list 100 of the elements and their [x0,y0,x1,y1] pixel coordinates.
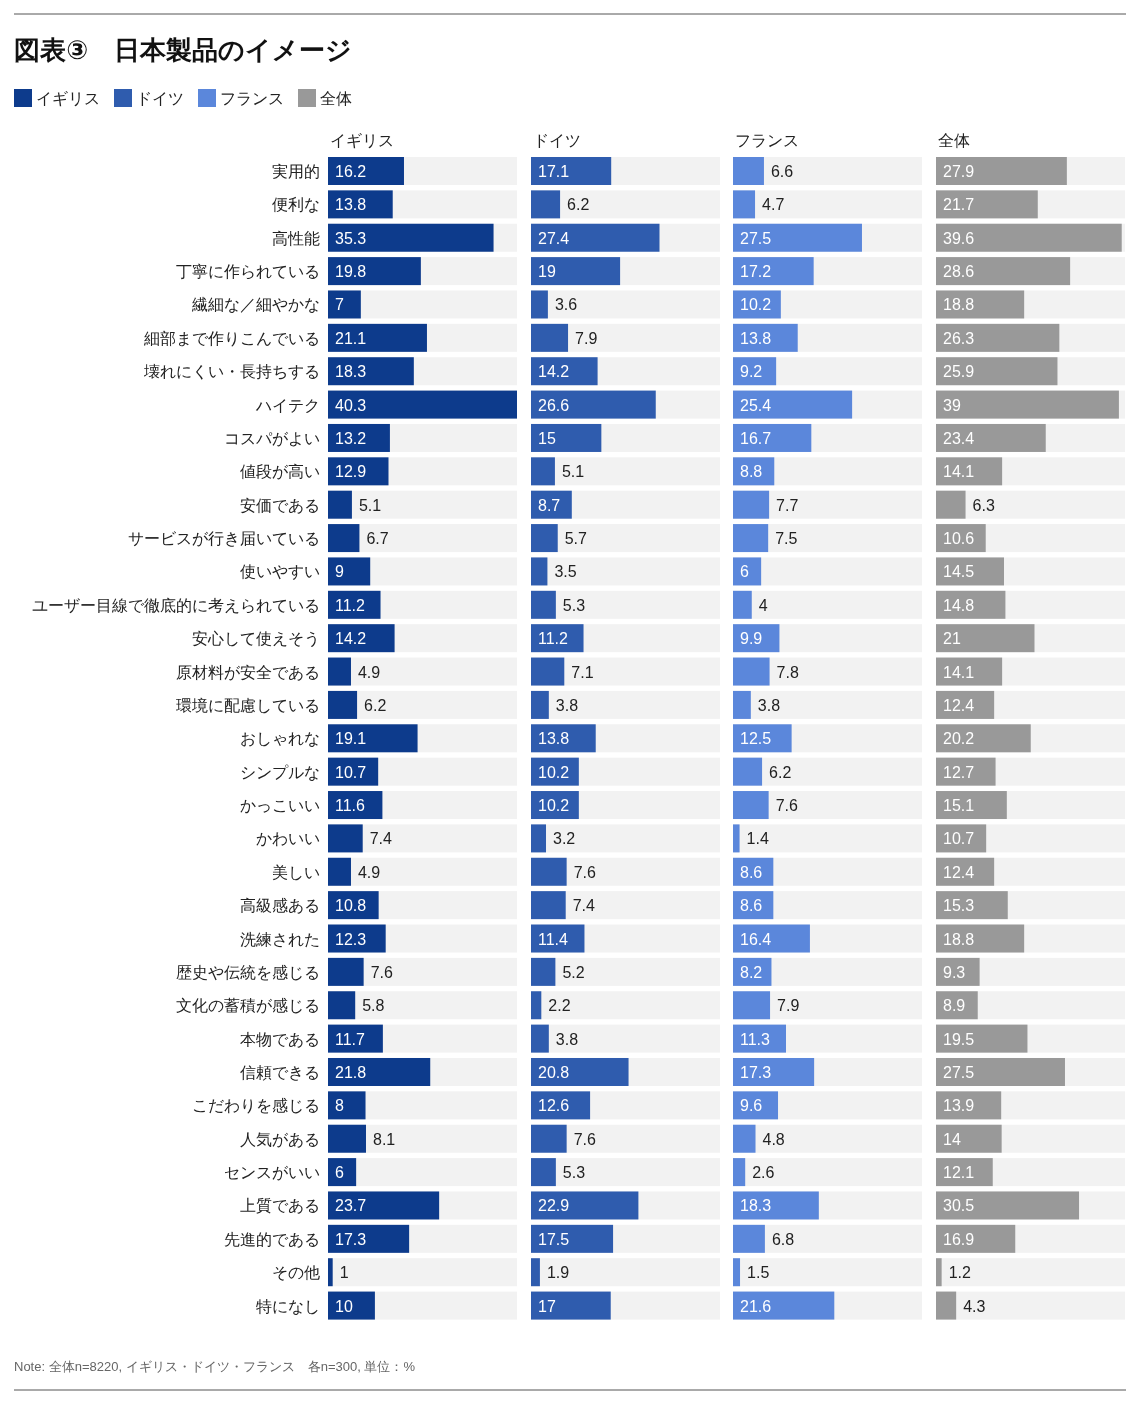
bar [328,690,358,719]
data-label: 13.2 [335,429,367,447]
data-label: 12.7 [943,763,975,781]
data-label: 6.7 [366,530,389,548]
data-label: 6 [335,1164,344,1182]
y-tick-label: おしゃれな [240,730,320,748]
data-label: 26.6 [538,396,570,414]
bar [531,1158,556,1187]
bar [531,1024,549,1053]
data-label: 21.6 [740,1297,772,1315]
legend-label: フランス [220,90,284,107]
y-tick-label: 人気がある [240,1130,320,1148]
data-label: 3.5 [554,563,577,581]
bar [936,1258,942,1287]
bar [733,1124,756,1153]
data-label: 3.8 [555,1030,579,1048]
data-label: 14.5 [943,563,975,581]
data-label: 13.8 [740,329,772,347]
y-tick-label: 実用的 [272,163,320,180]
data-label: 6.2 [364,696,387,714]
data-label: 4 [758,596,768,614]
data-label: 10.8 [335,897,367,915]
data-label: 9.3 [943,963,966,981]
y-tick-label: コスパがよい [224,429,320,447]
legend-label: イギリス [36,90,100,107]
bar [531,657,565,686]
data-label: 14.2 [538,363,570,381]
data-label: 10.2 [740,296,772,314]
bar [733,157,764,185]
data-label: 17.5 [538,1230,570,1248]
data-label: 8.6 [740,863,763,881]
data-label: 18.8 [943,930,975,948]
y-tick-label: 安心して使えそう [192,630,320,649]
y-tick-label: 高性能 [272,229,320,247]
data-label: 22.9 [538,1197,570,1215]
data-label: 19.8 [335,263,367,281]
data-label: 8 [335,1097,344,1115]
data-label: 9 [335,563,344,581]
y-tick-label: 便利な [272,196,320,214]
data-label: 17.3 [740,1063,772,1081]
data-label: 27.5 [740,229,772,247]
data-label: 14.1 [943,663,975,681]
data-label: 7.6 [775,797,798,815]
data-label: 11.4 [538,930,569,948]
data-label: 5.3 [562,596,586,614]
data-label: 11.2 [538,630,569,648]
y-tick-label: 繊細な／細やかな [191,296,320,314]
data-label: 16.4 [740,930,772,948]
data-label: 27.4 [538,229,570,247]
y-tick-label: かわいい [256,830,320,848]
y-tick-label: センスがいい [224,1164,320,1182]
data-label: 4.7 [762,196,785,214]
data-label: 10.2 [538,797,570,815]
data-label: 28.6 [943,263,975,281]
legend-label: 全体 [320,90,352,107]
data-label: 10 [335,1297,353,1315]
data-label: 1.5 [747,1264,770,1282]
y-tick-label: ハイテク [255,396,320,414]
data-label: 5.1 [561,463,585,481]
y-tick-label: 細部まで作りこんでいる [143,329,320,347]
data-label: 12.6 [538,1097,570,1115]
bar [328,1258,333,1287]
data-label: 13.8 [538,730,570,748]
data-label: 7.6 [573,863,596,881]
bar [733,557,762,586]
bar [531,590,556,619]
data-label: 18.3 [335,363,367,381]
data-label: 12.5 [740,730,772,748]
data-label: 5.8 [362,997,385,1015]
bar [733,490,770,519]
y-tick-label: 原材料が安全である [176,663,320,681]
bar [328,524,360,553]
bar [531,1124,567,1153]
data-label: 7.7 [776,496,799,514]
data-label: 20.2 [943,730,975,748]
bar [328,857,351,886]
data-label: 13.8 [335,196,367,214]
bar [531,290,548,319]
data-label: 2.2 [548,997,571,1015]
y-tick-label: 洗練された [240,930,320,948]
text: フランス [735,132,799,149]
data-label: 10.6 [943,530,975,548]
data-label: 3.2 [553,830,576,848]
y-tick-label: 歴史や伝統を感じる [176,963,320,981]
data-label: 6.6 [770,163,794,180]
data-label: 19.1 [335,730,367,748]
data-label: 8.6 [740,897,763,915]
data-label: 7.1 [571,663,594,681]
data-label: 6.2 [769,763,792,781]
y-tick-label: 文化の蓄積が感じる [176,997,320,1015]
data-label: 7.8 [776,663,799,681]
data-label: 8.1 [372,1130,396,1148]
y-tick-label: 安価である [240,496,320,514]
data-label: 15.3 [943,897,975,915]
y-tick-label: 使いやすい [240,563,320,581]
y-tick-label: ユーザー目線で徹底的に考えられている [32,596,320,614]
chart-title: 図表③ 日本製品のイメージ [14,35,353,65]
data-label: 8.9 [943,997,966,1015]
data-label: 6.3 [972,496,995,514]
data-label: 10.7 [335,763,367,781]
